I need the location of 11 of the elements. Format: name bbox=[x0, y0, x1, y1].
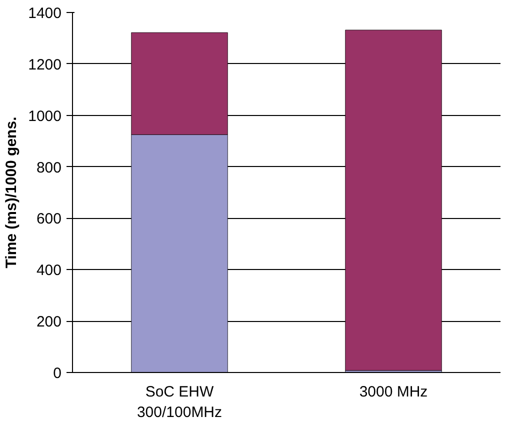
x-tick-label: 3000 MHz bbox=[359, 384, 428, 400]
y-tick-label: 200 bbox=[36, 314, 62, 331]
y-tick-label: 1000 bbox=[28, 108, 62, 125]
y-tick-label: 400 bbox=[36, 262, 62, 280]
y-tick-label: 1400 bbox=[28, 5, 62, 22]
y-axis-title: Time (ms)/1000 gens. bbox=[3, 116, 20, 268]
y-tick-label: 800 bbox=[36, 159, 62, 176]
y-tick-label: 600 bbox=[36, 210, 62, 228]
y-tick-label: 1200 bbox=[28, 56, 62, 74]
x-tick-label: SoC EHW 300/100MHz bbox=[136, 384, 222, 421]
y-tick-label: 0 bbox=[53, 365, 62, 382]
